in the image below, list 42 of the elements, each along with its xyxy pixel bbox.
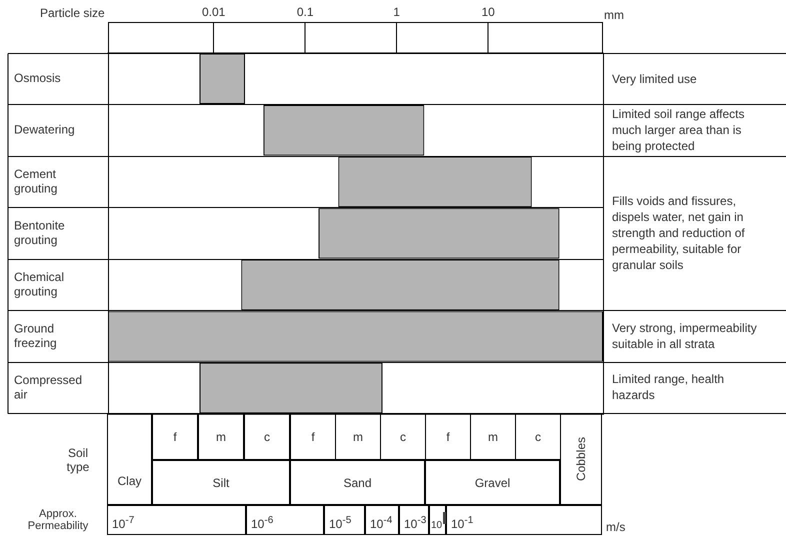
y-tick-label: Chemical grouting (14, 270, 64, 298)
text: Limited soil range affects much larger area than is being protected (612, 106, 746, 154)
text: f (173, 430, 177, 444)
text: Gravel (474, 476, 510, 490)
text: Approx. Permeability (26, 508, 90, 532)
text: m (488, 430, 498, 444)
text: Sand (343, 476, 372, 490)
y-tick-label: Dewatering (14, 122, 75, 137)
text: Soil type (66, 446, 90, 474)
text: Very limited use (612, 70, 697, 87)
text: c (400, 430, 406, 444)
text: f (446, 430, 450, 444)
text: m (216, 430, 226, 444)
y-tick-label: Ground freezing (14, 322, 57, 350)
text: Fills voids and fissures, dispels water, net gain in strength and reduction of permeability, suitable for granular soils (612, 192, 746, 273)
text: f (311, 430, 315, 444)
text: 10$^{-7}$ (112, 515, 134, 531)
y-tick-label: Bentonite grouting (14, 218, 66, 247)
x-tick-label: 0.1 (296, 5, 314, 20)
text: 10 (431, 520, 442, 531)
y-tick-label: Osmosis (14, 71, 61, 86)
x-tick-label: 0.01 (202, 5, 226, 20)
text: Silt (212, 476, 230, 490)
y-tick-label: Cement grouting (14, 166, 58, 196)
text: mm (604, 8, 624, 22)
text: Clay (117, 474, 142, 488)
y-tick-label: Compressed air (14, 373, 82, 402)
text: Limited range, health hazards (612, 371, 726, 404)
text: 10$^{-3}$ (404, 515, 426, 531)
text: c (264, 430, 270, 444)
x-axis-title: Particle size (40, 6, 105, 20)
text: m (353, 430, 363, 444)
x-tick-label: 10 (481, 5, 496, 20)
text: 10$^{-4}$ (370, 515, 392, 531)
text: Cobbles (574, 436, 588, 482)
text: 10$^{-1}$ (451, 515, 474, 531)
text: c (535, 430, 541, 444)
x-tick-label: 1 (393, 5, 400, 20)
text: 10$^{-5}$ (329, 515, 352, 531)
text: 10$^{-6}$ (251, 515, 274, 531)
text: Very strong, impermeability suitable in all strata (612, 320, 758, 352)
text: m/s (606, 520, 626, 534)
